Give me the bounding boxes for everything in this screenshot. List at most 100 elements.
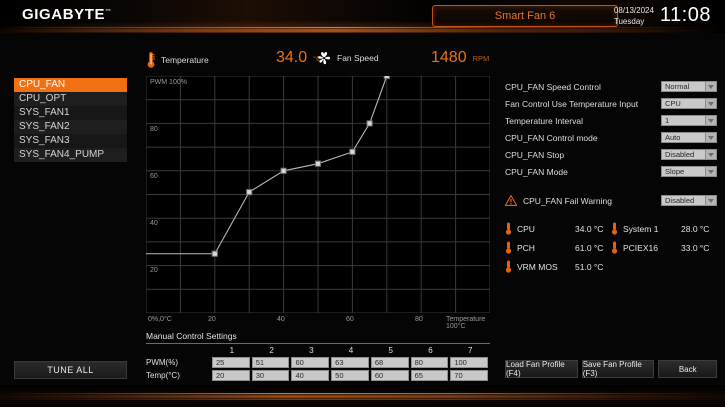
- chevron-down-icon: [705, 82, 716, 91]
- fan-icon: [318, 51, 331, 65]
- pwm-input[interactable]: 68: [370, 357, 409, 368]
- pwm-input[interactable]: 25: [212, 357, 250, 368]
- clock: 08/13/2024 Tuesday 11:08: [614, 4, 711, 27]
- x-axis-label: Temperature 100°C: [446, 316, 486, 330]
- temp-input[interactable]: 40: [291, 370, 330, 381]
- chevron-down-icon: [705, 133, 716, 142]
- pwm-row: PWM(%) 25 51 60 63 68 80 100: [146, 357, 490, 368]
- y-axis-tick-40: 40: [150, 220, 158, 227]
- header-streak: [0, 27, 725, 28]
- temp-input[interactable]: 70: [450, 370, 489, 381]
- temp-input[interactable]: 60: [370, 370, 409, 381]
- back-button[interactable]: Back: [658, 360, 718, 378]
- dropdown-value: CPU: [665, 99, 681, 108]
- thermometer-icon: [505, 241, 512, 254]
- pwm-input[interactable]: 51: [251, 357, 290, 368]
- y-axis-label-top: PWM 100%: [150, 79, 187, 86]
- x-axis-tick-80: 80: [415, 316, 423, 323]
- footer-streak: [0, 399, 725, 400]
- header-streak: [0, 29, 725, 31]
- manual-control-header-row: 1 2 3 4 5 6 7: [146, 346, 490, 355]
- thermometer-icon: [147, 52, 155, 68]
- temp-row-label: Temp(°C): [146, 371, 180, 380]
- temp-input[interactable]: 65: [410, 370, 449, 381]
- y-axis-tick-80: 80: [150, 126, 158, 133]
- speed-control-dropdown[interactable]: Normal: [661, 81, 717, 92]
- pwm-row-label: PWM(%): [146, 358, 178, 367]
- fan-list-item-cpu-opt[interactable]: CPU_OPT: [14, 92, 127, 106]
- dropdown-value: Disabled: [665, 196, 695, 205]
- column-header: 3: [309, 346, 314, 355]
- temp-row: Temp(°C) 20 30 40 50 60 65 70: [146, 370, 490, 381]
- temp-input[interactable]: 20: [212, 370, 250, 381]
- dropdown-value: Normal: [665, 82, 690, 91]
- fan-curve-chart[interactable]: PWM 100% 80 60 40 20 0%,0°C 20 40 60 80 …: [146, 76, 490, 330]
- fan-stop-dropdown[interactable]: Disabled: [661, 149, 717, 160]
- temperature-unit: °C: [313, 53, 322, 63]
- load-fan-profile-label: Load Fan Profile (F4): [506, 360, 565, 378]
- fan-list-item-cpu-fan[interactable]: CPU_FAN: [14, 78, 127, 92]
- column-header: 4: [348, 346, 354, 355]
- sensor-value: 34.0 °C: [575, 223, 604, 234]
- save-fan-profile-button[interactable]: Save Fan Profile (F3): [581, 360, 655, 378]
- setting-row-temp-input: Fan Control Use Temperature Input CPU: [505, 95, 717, 112]
- pwm-input[interactable]: 80: [410, 357, 449, 368]
- fail-warning-label: CPU_FAN Fail Warning: [523, 195, 612, 206]
- dropdown-value: Disabled: [665, 150, 695, 159]
- fan-list-item-sys-fan1[interactable]: SYS_FAN1: [14, 106, 127, 120]
- column-header: 7: [467, 346, 473, 355]
- chevron-down-icon: [705, 99, 716, 108]
- save-fan-profile-label: Save Fan Profile (F3): [582, 360, 642, 378]
- control-mode-dropdown[interactable]: Auto: [661, 132, 717, 143]
- fan-list-item-sys-fan3[interactable]: SYS_FAN3: [14, 134, 127, 148]
- settings-panel: CPU_FAN Speed Control Normal Fan Control…: [505, 78, 717, 276]
- footer-streak: [0, 395, 725, 398]
- chevron-down-icon: [705, 196, 716, 205]
- fan-selector-list: CPU_FAN CPU_OPT SYS_FAN1 SYS_FAN2 SYS_FA…: [14, 78, 127, 162]
- dropdown-value: Slope: [665, 167, 685, 176]
- sensor-readings: CPU 34.0 °C System 1 28.0 °C: [505, 219, 717, 276]
- fan-curve-plot: [146, 76, 490, 313]
- fan-mode-dropdown[interactable]: Slope: [661, 166, 717, 177]
- fan-list-item-label: SYS_FAN4_PUMP: [19, 149, 105, 160]
- setting-label: Temperature Interval: [505, 115, 583, 126]
- logo-trademark: ™: [105, 9, 112, 15]
- sensor-pch: PCH 61.0 °C: [505, 241, 611, 254]
- setting-row-speed-control: CPU_FAN Speed Control Normal: [505, 78, 717, 95]
- chevron-down-icon: [705, 116, 716, 125]
- fan-list-item-label: SYS_FAN1: [19, 107, 70, 118]
- sensor-row: CPU 34.0 °C System 1 28.0 °C: [505, 219, 717, 238]
- x-axis-tick-60: 60: [346, 316, 354, 323]
- temp-input[interactable]: 50: [331, 370, 369, 381]
- sensor-name: System 1: [623, 223, 659, 234]
- temperature-value: 34.0: [276, 49, 308, 66]
- setting-label: CPU_FAN Speed Control: [505, 81, 601, 92]
- load-fan-profile-button[interactable]: Load Fan Profile (F4): [505, 360, 578, 378]
- pwm-input[interactable]: 60: [291, 357, 330, 368]
- x-axis-tick-20: 20: [208, 316, 216, 323]
- fan-list-item-sys-fan2[interactable]: SYS_FAN2: [14, 120, 127, 134]
- fan-list-item-sys-fan4-pump[interactable]: SYS_FAN4_PUMP: [14, 148, 127, 162]
- tune-all-button[interactable]: TUNE ALL: [14, 361, 127, 379]
- sensor-system1: System 1 28.0 °C: [611, 222, 717, 235]
- clock-weekday: Tuesday: [613, 16, 645, 26]
- temperature-input-dropdown[interactable]: CPU: [661, 98, 717, 109]
- sensor-name: VRM MOS: [517, 261, 558, 272]
- readouts-bar: Temperature 34.0 °C Fan Speed 1480: [146, 49, 506, 71]
- temp-input[interactable]: 30: [251, 370, 290, 381]
- column-header: 1: [229, 346, 235, 355]
- header-streak: [0, 31, 725, 32]
- fan-speed-label: Fan Speed: [337, 53, 379, 63]
- fan-speed-unit: RPM: [472, 53, 490, 63]
- pwm-input[interactable]: 63: [331, 357, 369, 368]
- pwm-input[interactable]: 100: [450, 357, 489, 368]
- tune-all-label: TUNE ALL: [47, 365, 94, 375]
- fail-warning-dropdown[interactable]: Disabled: [661, 195, 717, 206]
- temperature-interval-dropdown[interactable]: 1: [661, 115, 717, 126]
- sensor-pciex16: PCIEX16 33.0 °C: [611, 241, 717, 254]
- thermometer-icon: [505, 260, 512, 273]
- warning-triangle-icon: [505, 195, 517, 206]
- fan-speed-readout: Fan Speed: [316, 50, 379, 66]
- fan-speed-value: 1480: [431, 49, 467, 66]
